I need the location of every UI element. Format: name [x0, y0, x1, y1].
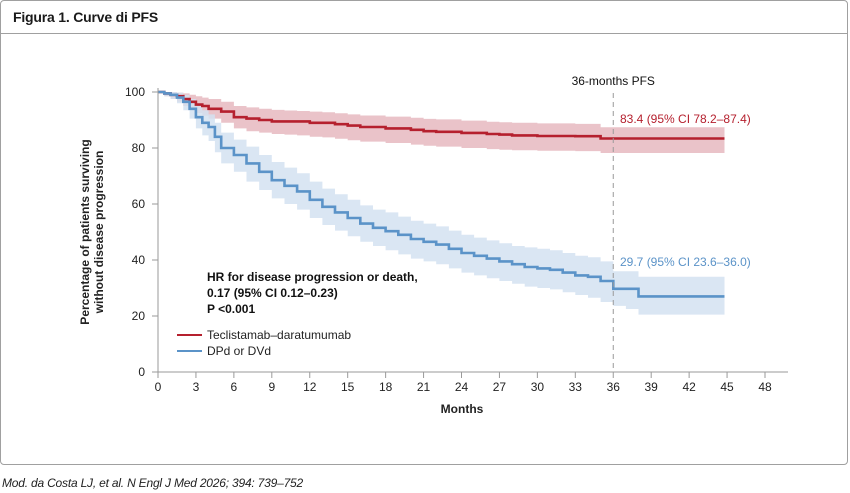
x-tick-label: 0 — [155, 380, 162, 394]
x-tick-label: 6 — [231, 380, 238, 394]
series-label-dpd-dvd: 29.7 (95% CI 23.6–36.0) — [620, 255, 751, 269]
x-ticks: 0 3 6 9 12 15 18 21 24 27 30 33 36 39 42 45 48 — [155, 372, 772, 394]
y-tick-label: 40 — [132, 253, 146, 267]
reference-line-label: 36-months PFS — [572, 74, 655, 88]
curve-1 — [158, 90, 725, 298]
figure-header: Figura 1. Curve di PFS — [1, 1, 847, 34]
x-tick-label: 30 — [531, 380, 545, 394]
x-tick-label: 24 — [455, 380, 469, 394]
x-tick-label: 21 — [417, 380, 431, 394]
y-tick-label: 0 — [138, 365, 145, 379]
x-tick-label: 45 — [720, 380, 734, 394]
legend-label-tec-dara: Teclistamab–daratumumab — [207, 328, 351, 342]
ci-band-1 — [158, 92, 725, 315]
hr-annotation-line1: HR for disease progression or death, — [207, 270, 418, 284]
y-tick-label: 20 — [132, 309, 146, 323]
hr-annotation-line2: 0.17 (95% CI 0.12–0.23) — [207, 286, 338, 300]
series-label-tec-dara: 83.4 (95% CI 78.2–87.4) — [620, 112, 751, 126]
x-tick-label: 48 — [758, 380, 772, 394]
x-tick-label: 39 — [645, 380, 659, 394]
curve-0 — [158, 90, 725, 140]
legend-item-tec-dara: Teclistamab–daratumumab — [177, 328, 351, 342]
y-ticks: 0 20 40 60 80 100 — [125, 85, 158, 379]
hr-annotation-line3: P <0.001 — [207, 302, 255, 316]
x-tick-label: 27 — [493, 380, 507, 394]
y-axis-title-line2: without disease progression — [92, 151, 106, 315]
x-tick-label: 36 — [607, 380, 621, 394]
x-tick-label: 15 — [341, 380, 355, 394]
confidence-bands — [158, 92, 725, 315]
y-tick-label: 100 — [125, 85, 145, 99]
source-caption: Mod. da Costa LJ, et al. N Engl J Med 20… — [2, 476, 303, 490]
x-tick-label: 33 — [569, 380, 583, 394]
x-tick-label: 42 — [682, 380, 696, 394]
survival-curves — [158, 90, 725, 298]
legend-label-dpd-dvd: DPd or DVd — [207, 344, 271, 358]
x-tick-label: 3 — [193, 380, 200, 394]
x-tick-label: 12 — [303, 380, 317, 394]
ci-band-0 — [158, 92, 725, 153]
legend: Teclistamab–daratumumab DPd or DVd — [177, 328, 351, 358]
x-tick-label: 18 — [379, 380, 393, 394]
x-axis-title: Months — [441, 402, 484, 416]
legend-item-dpd-dvd: DPd or DVd — [177, 344, 271, 358]
x-tick-label: 9 — [268, 380, 275, 394]
figure-title: Figura 1. Curve di PFS — [13, 9, 158, 25]
y-tick-label: 80 — [132, 141, 146, 155]
hr-annotation: HR for disease progression or death, 0.1… — [207, 270, 418, 316]
figure-frame: Figura 1. Curve di PFS — [0, 0, 848, 465]
y-tick-label: 60 — [132, 197, 146, 211]
y-axis-title-line1: Percentage of patients surviving — [78, 139, 92, 324]
